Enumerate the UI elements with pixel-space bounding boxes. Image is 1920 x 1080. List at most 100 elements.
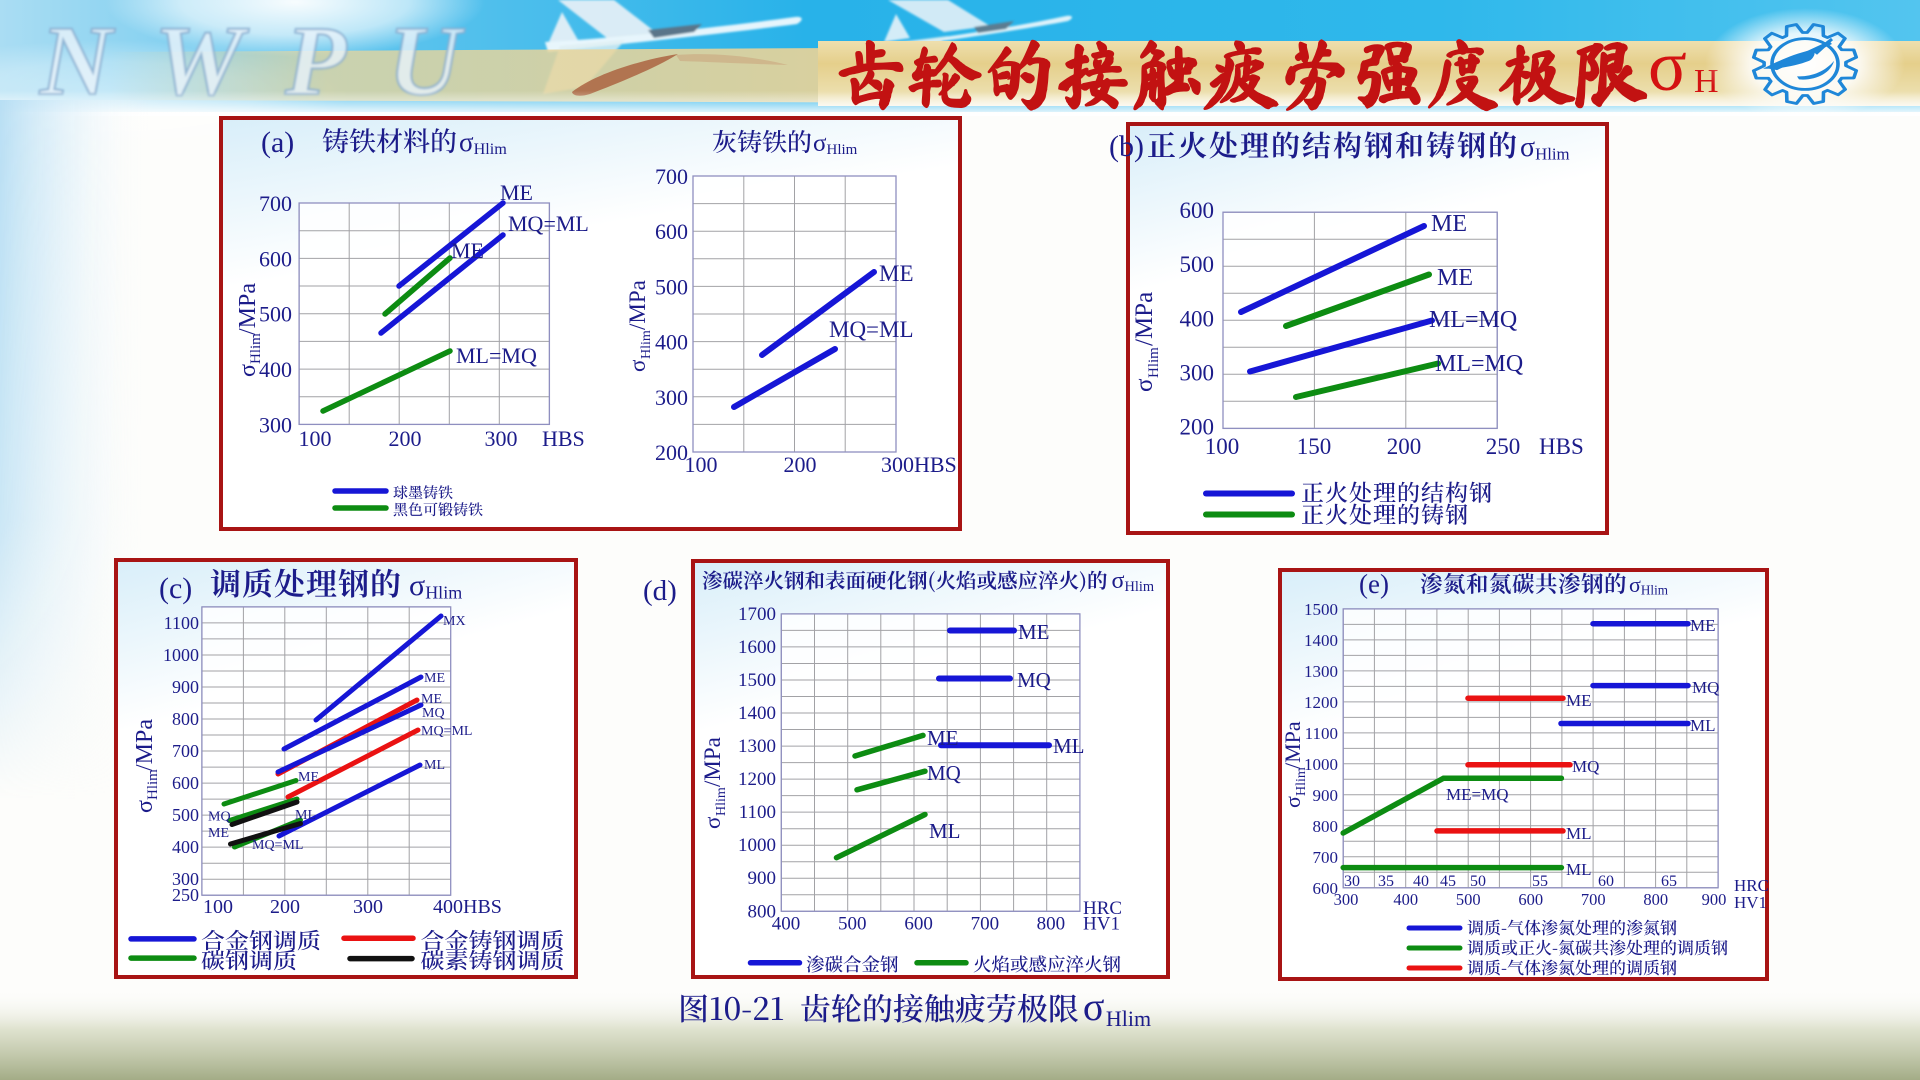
svg-text:60: 60 [1598, 873, 1614, 890]
svg-text:200: 200 [1180, 414, 1215, 439]
svg-text:σ: σ [1520, 132, 1535, 163]
svg-text:ME: ME [1431, 211, 1467, 237]
svg-text:400: 400 [259, 357, 292, 382]
svg-text:ME: ME [879, 261, 914, 286]
svg-text:(e): (e) [1359, 569, 1389, 599]
svg-text:300: 300 [655, 385, 688, 410]
svg-text:ME: ME [927, 726, 959, 750]
svg-text:1400: 1400 [1304, 631, 1338, 650]
svg-text:MQ=ML: MQ=ML [421, 724, 472, 739]
svg-text:/MPa: /MPa [700, 737, 725, 787]
svg-text:400HBS: 400HBS [433, 896, 502, 918]
svg-text:Hlim: Hlim [639, 330, 654, 359]
svg-text:1500: 1500 [1304, 600, 1338, 619]
svg-text:300: 300 [485, 426, 518, 451]
svg-text:800: 800 [1313, 817, 1339, 836]
svg-text:σ: σ [700, 816, 725, 829]
svg-text:900: 900 [172, 677, 199, 697]
svg-text:200: 200 [389, 426, 422, 451]
svg-text:1400: 1400 [738, 703, 776, 724]
svg-text:700: 700 [1581, 890, 1606, 909]
svg-text:300: 300 [259, 412, 292, 437]
svg-text:MQ=ML: MQ=ML [508, 211, 589, 236]
svg-text:Hlim: Hlim [1535, 144, 1570, 163]
svg-text:Hlim: Hlim [248, 333, 264, 364]
svg-text:1000: 1000 [738, 835, 776, 856]
svg-text:ME: ME [451, 238, 484, 263]
svg-text:/MPa: /MPa [1280, 721, 1305, 769]
svg-text:300: 300 [1334, 890, 1359, 909]
svg-text:MQ: MQ [1017, 668, 1051, 692]
svg-text:Hlim: Hlim [1294, 767, 1309, 796]
svg-text:500: 500 [838, 914, 867, 935]
svg-text:500: 500 [1456, 890, 1481, 909]
svg-text:σ: σ [409, 569, 425, 602]
svg-text:Hlim: Hlim [714, 787, 729, 816]
svg-text:55: 55 [1532, 873, 1548, 890]
svg-text:250: 250 [172, 885, 199, 905]
svg-text:1700: 1700 [738, 604, 776, 625]
svg-text:σ: σ [459, 127, 474, 157]
svg-text:900: 900 [748, 868, 777, 889]
svg-text:MQ: MQ [1572, 757, 1599, 776]
svg-text:300: 300 [353, 896, 383, 918]
svg-text:σ: σ [132, 800, 158, 813]
svg-text:MQ: MQ [208, 810, 231, 825]
svg-text:ME: ME [1566, 691, 1592, 710]
svg-text:MQ: MQ [927, 761, 961, 785]
svg-text:Hlim: Hlim [425, 583, 462, 603]
svg-text:ME: ME [298, 770, 319, 785]
svg-text:100: 100 [299, 426, 332, 451]
svg-text:ML: ML [1053, 734, 1085, 758]
svg-text:ME: ME [1690, 616, 1716, 635]
svg-text:600: 600 [1518, 890, 1543, 909]
svg-text:1100: 1100 [1305, 724, 1338, 743]
svg-text:150: 150 [1297, 434, 1332, 459]
svg-text:ML=MQ: ML=MQ [1429, 307, 1517, 333]
svg-text:600: 600 [655, 219, 688, 244]
svg-text:40: 40 [1413, 873, 1429, 890]
svg-text:ME: ME [1437, 265, 1473, 291]
svg-text:35: 35 [1378, 873, 1394, 890]
svg-text:1600: 1600 [738, 637, 776, 658]
svg-text:600: 600 [1180, 198, 1215, 223]
svg-text:σ: σ [625, 359, 650, 372]
svg-text:Hlim: Hlim [1124, 579, 1154, 595]
svg-text:800: 800 [172, 709, 199, 729]
svg-text:800: 800 [748, 901, 777, 922]
svg-text:ME: ME [1018, 620, 1050, 644]
svg-text:ML: ML [424, 758, 445, 773]
svg-text:900: 900 [1313, 786, 1339, 805]
svg-text:50: 50 [1470, 873, 1486, 890]
svg-text:MX: MX [443, 614, 466, 629]
svg-text:σ: σ [1112, 568, 1125, 594]
svg-text:700: 700 [172, 741, 199, 761]
svg-text:/MPa: /MPa [1131, 292, 1158, 346]
svg-text:ME: ME [421, 692, 442, 707]
svg-text:800: 800 [1037, 914, 1066, 935]
svg-text:ME: ME [500, 180, 533, 205]
svg-text:ML: ML [1566, 824, 1592, 843]
svg-text:σ: σ [1648, 26, 1687, 106]
svg-text:700: 700 [655, 164, 688, 189]
svg-text:ML: ML [1690, 716, 1716, 735]
svg-text:600: 600 [1313, 879, 1339, 898]
svg-text:HRC: HRC [1083, 898, 1122, 919]
svg-text:ML=MQ: ML=MQ [1435, 351, 1523, 377]
svg-text:(a): (a) [261, 126, 294, 159]
svg-text:100: 100 [1205, 434, 1240, 459]
svg-text:(c): (c) [159, 572, 192, 605]
svg-text:1200: 1200 [738, 769, 776, 790]
svg-text:700: 700 [259, 191, 292, 216]
svg-text:σ: σ [235, 364, 261, 377]
svg-text:1100: 1100 [739, 802, 776, 823]
svg-text:400: 400 [1180, 306, 1215, 331]
svg-text:σ: σ [1629, 572, 1641, 597]
svg-text:200: 200 [1387, 434, 1422, 459]
svg-text:σ: σ [1083, 984, 1105, 1029]
svg-text:200: 200 [270, 896, 300, 918]
svg-text:800: 800 [1643, 890, 1668, 909]
svg-text:HBS: HBS [542, 426, 585, 451]
svg-text:700: 700 [1313, 848, 1339, 867]
svg-text:400: 400 [172, 837, 199, 857]
